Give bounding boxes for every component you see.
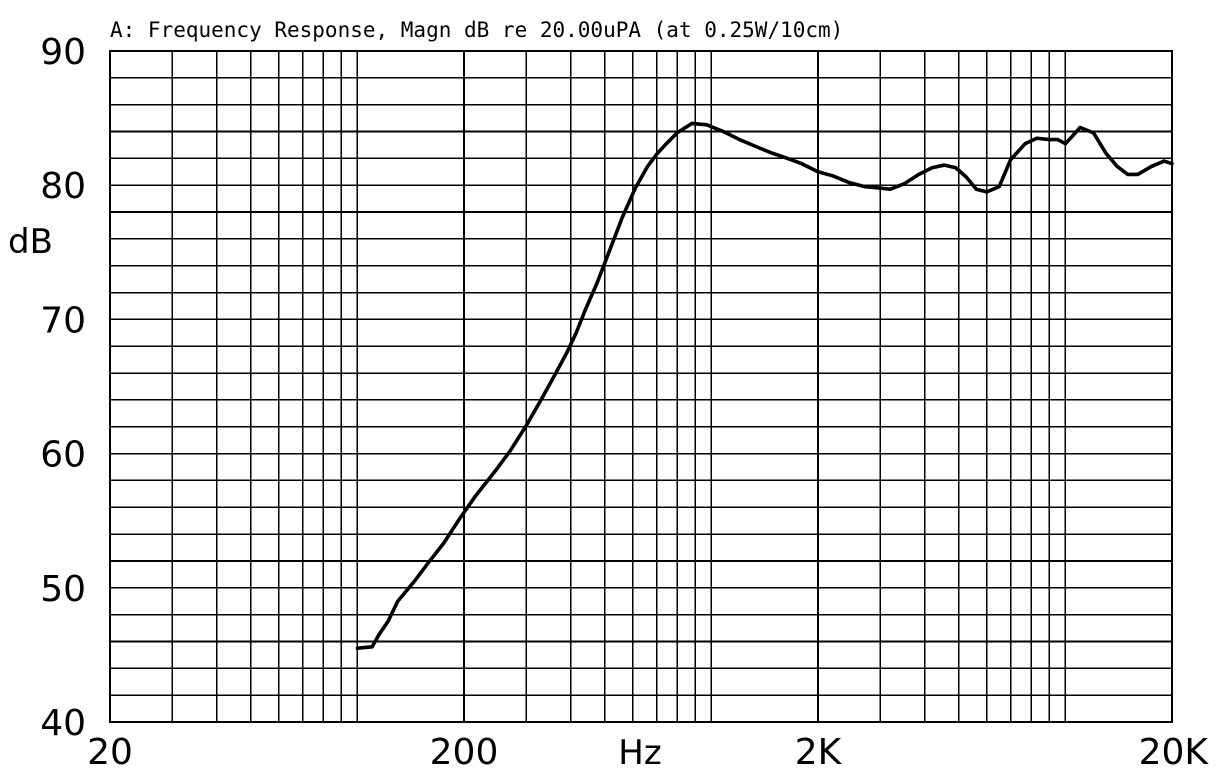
response-curve (355, 121, 1174, 650)
y-tick-label: 40 (40, 703, 86, 744)
y-tick-label: 90 (40, 32, 86, 73)
y-axis-ticks: 90 80 70 60 50 40 (40, 32, 86, 744)
y-tick-label: 60 (40, 435, 86, 476)
x-tick-label: 2K (795, 732, 843, 773)
x-tick-label: 200 (430, 732, 499, 773)
x-tick-label: 20K (1139, 732, 1210, 773)
x-axis-label: Hz (618, 733, 661, 773)
x-axis-ticks: 20 200 2K 20K (87, 732, 1209, 773)
chart-title: A: Frequency Response, Magn dB re 20.00u… (110, 18, 843, 42)
grid (109, 50, 1172, 723)
plot-frame (109, 50, 1173, 723)
y-axis-label: dB (8, 222, 53, 262)
x-tick-label: 20 (87, 732, 133, 773)
y-tick-label: 50 (40, 569, 86, 610)
y-tick-label: 70 (40, 300, 86, 341)
response-curve-layer (355, 121, 1174, 650)
y-tick-label: 80 (40, 166, 86, 207)
